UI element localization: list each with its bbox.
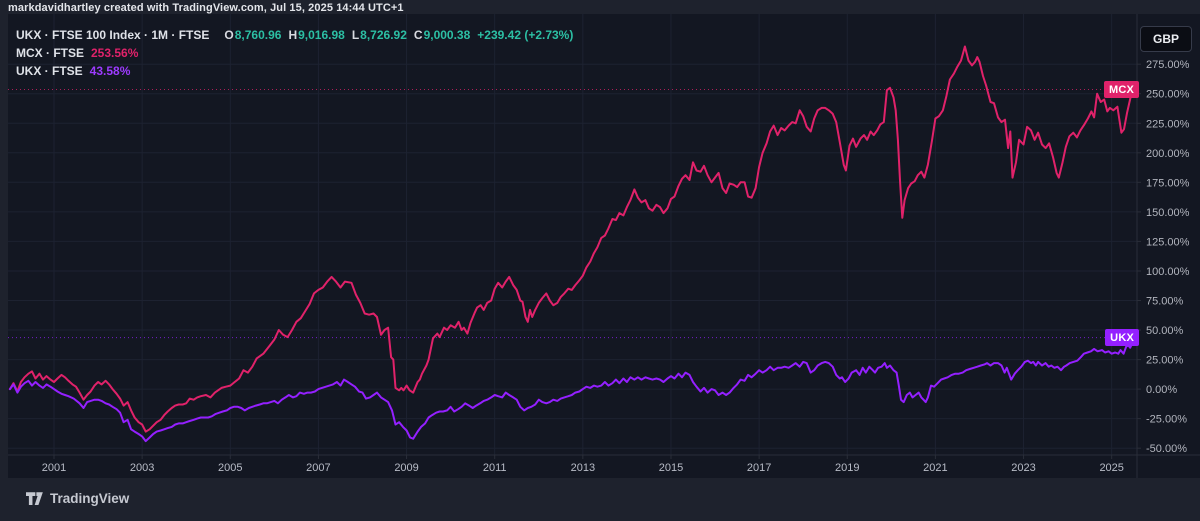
time-axis-label: 2005 [218,462,242,474]
time-axis-label: 2003 [130,462,154,474]
change-value: +239.42 (+2.73%) [477,28,574,42]
high-label: H [288,28,298,42]
open-value: 8,760.96 [234,28,282,42]
ohlc-values: O8,760.96 H9,016.98 L8,726.92 C9,000.38 +239… [217,28,573,42]
mcx-price-badge: MCX [1103,81,1139,98]
close-value: 9,000.38 [423,28,471,42]
compare-symbol-title-mcx: MCX · FTSE [16,46,84,60]
low-value: 8,726.92 [360,28,407,42]
time-axis-label: 2001 [42,462,66,474]
time-axis-label: 2021 [923,462,947,474]
legend-compare-row-ukx[interactable]: UKX · FTSE 43.58% [16,62,573,80]
ukx-series-line [8,336,1135,443]
price-axis-label: 200.00% [1146,148,1190,160]
tradingview-link[interactable]: TradingView [26,491,129,506]
price-axis-label: 25.00% [1146,355,1184,367]
close-label: C [413,28,423,42]
tradingview-brand-text: TradingView [50,491,130,506]
price-axis-label: 150.00% [1146,207,1190,219]
time-axis-label: 2025 [1099,462,1123,474]
legend-compare-row-mcx[interactable]: MCX · FTSE 253.56% [16,44,573,62]
time-axis-label: 2019 [835,462,859,474]
open-label: O [224,28,234,42]
legend: UKX · FTSE 100 Index · 1M · FTSE O8,760.9… [16,26,573,80]
tradingview-logo-icon [26,491,43,506]
time-axis-label: 2011 [483,462,507,474]
time-axis-label: 2013 [571,462,595,474]
compare-symbol-title-ukx: UKX · FTSE [16,64,83,78]
price-axis-label: 250.00% [1146,89,1190,101]
compare-value-mcx: 253.56% [91,46,139,60]
price-axis-label: 75.00% [1146,296,1184,308]
price-axis-label: 275.00% [1146,59,1190,71]
high-value: 9,016.98 [298,28,345,42]
ukx-price-badge: UKX [1105,329,1139,347]
price-axis-label: 0.00% [1146,384,1177,396]
time-axis-label: 2009 [394,462,418,474]
time-axis-label: 2023 [1011,462,1035,474]
time-axis[interactable]: 2001 2003 2005 2007 2009 2011 2013 2015 2017 2019… [42,455,1124,474]
mcx-series-line [8,45,1135,433]
price-axis[interactable]: 275.00% 250.00% 225.00% 200.00% 175.00% 150.0… [1137,59,1190,455]
price-axis-label: 125.00% [1146,236,1190,248]
price-axis-label: 225.00% [1146,118,1190,130]
price-axis-label: -25.00% [1146,414,1187,426]
currency-gbp-button[interactable]: GBP [1140,26,1192,52]
time-axis-label: 2007 [306,462,330,474]
price-axis-label: 175.00% [1146,177,1190,189]
time-axis-label: 2015 [659,462,683,474]
price-axis-label: 50.00% [1146,325,1184,337]
time-axis-label: 2017 [747,462,771,474]
low-label: L [351,28,360,42]
attribution-text: markdavidhartley created with TradingVie… [8,1,404,14]
gridlines [8,14,1137,455]
legend-main-row[interactable]: UKX · FTSE 100 Index · 1M · FTSE O8,760.9… [16,26,573,44]
main-symbol-title: UKX · FTSE 100 Index · 1M · FTSE [16,28,210,42]
chart-pane-background [8,14,1200,478]
compare-value-ukx: 43.58% [89,64,131,78]
price-axis-label: -50.00% [1146,443,1187,455]
price-axis-label: 100.00% [1146,266,1190,278]
